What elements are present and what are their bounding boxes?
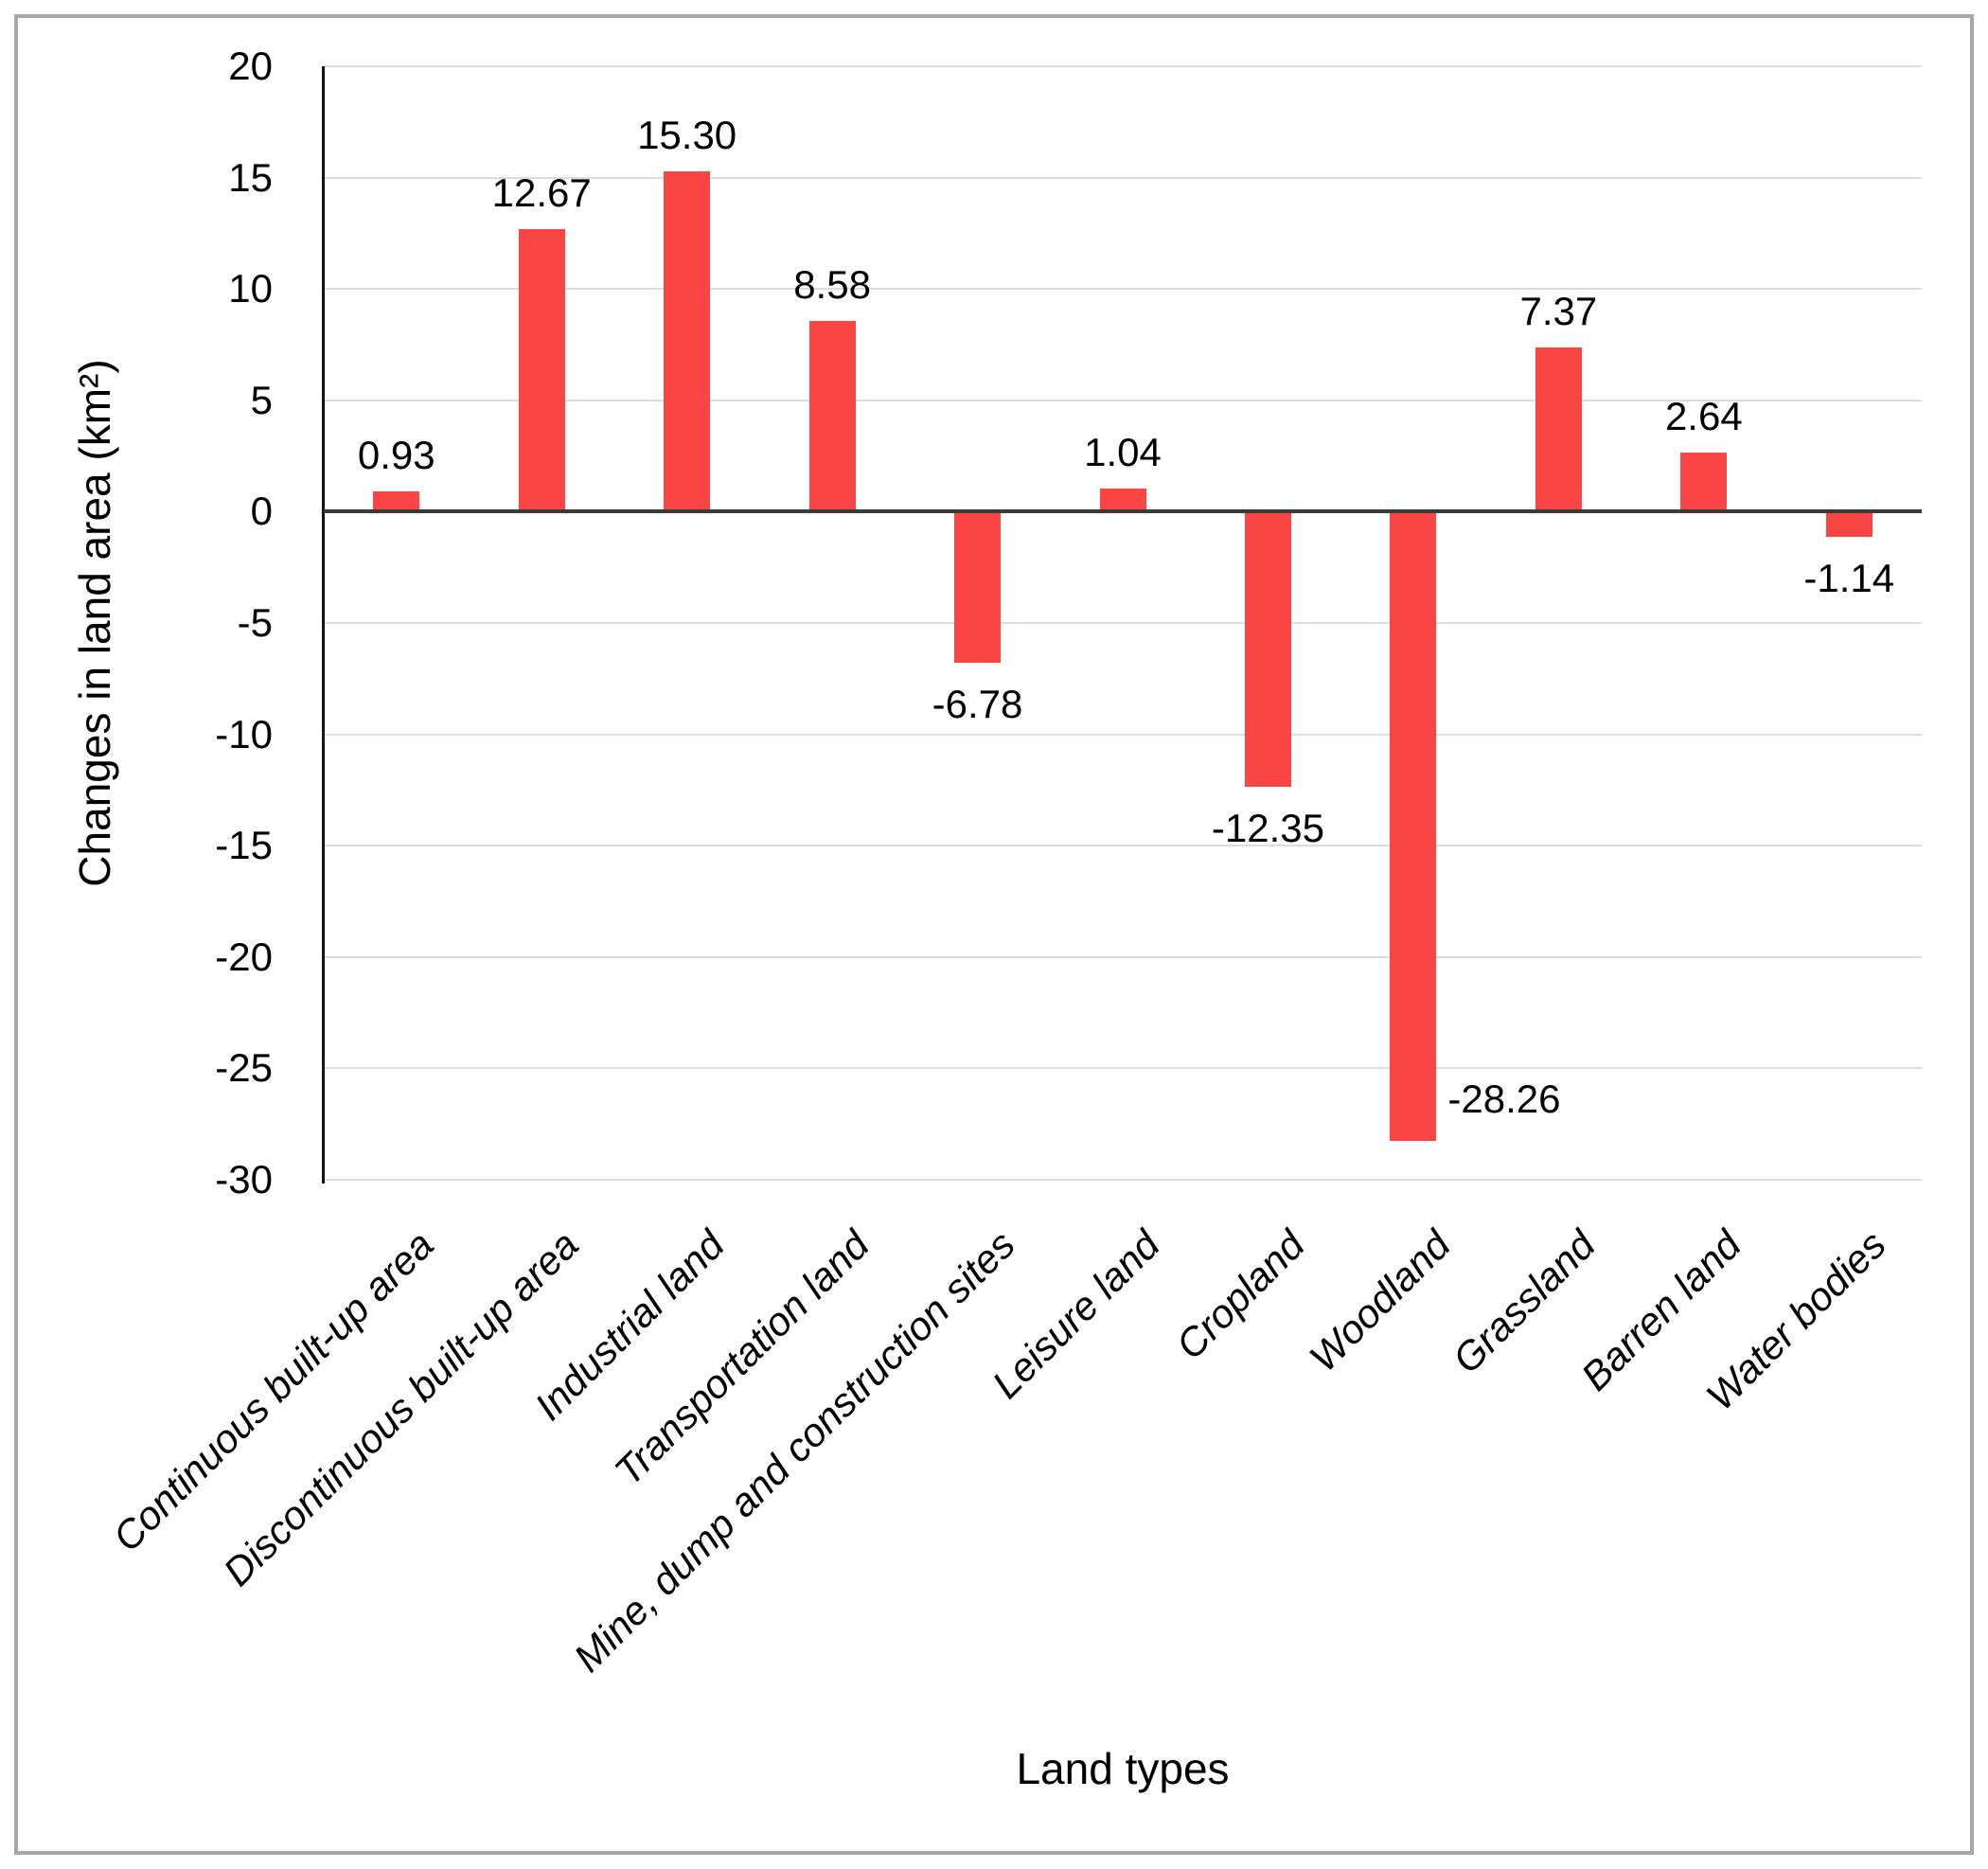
y-tick-label-20: 20 [228, 44, 273, 88]
y-axis-line [322, 66, 325, 1184]
bar-cropland [1244, 513, 1291, 787]
data-label-transportation-land: 8.58 [793, 261, 871, 307]
data-label-grassland: 7.37 [1519, 289, 1598, 334]
chart-frame [14, 14, 1974, 1855]
y-gridline [324, 622, 1922, 624]
y-gridline [324, 399, 1922, 401]
data-label-cropland: -12.35 [1211, 805, 1324, 850]
data-label-mine-dump-and-construction-sites: -6.78 [932, 681, 1023, 726]
data-label-water-bodies: -1.14 [1803, 556, 1895, 601]
y-tick-label-10: 10 [228, 266, 273, 312]
data-label-woodland: -28.26 [1447, 1077, 1561, 1122]
bar-barren-land [1680, 453, 1728, 512]
zero-baseline [324, 509, 1922, 514]
y-gridline [324, 733, 1922, 736]
y-tick-label-0: 0 [250, 489, 273, 534]
y-gridline [324, 176, 1922, 179]
bar-industrial-land [664, 170, 711, 512]
bar-leisure-land [1099, 488, 1146, 512]
y-gridline [324, 955, 1922, 958]
y-gridline [324, 845, 1922, 847]
y-tick-label--30: -30 [215, 1157, 273, 1202]
bar-water-bodies [1825, 513, 1873, 538]
data-label-continuous-built-up-area: 0.93 [357, 432, 435, 477]
bar-transportation-land [808, 320, 856, 512]
x-axis-title: Land types [1016, 1744, 1230, 1793]
y-tick-label--20: -20 [215, 934, 273, 979]
bar-grassland [1535, 347, 1582, 512]
y-tick-label--5: -5 [237, 600, 273, 645]
y-gridline [324, 65, 1922, 67]
bar-woodland [1390, 513, 1437, 1142]
data-label-leisure-land: 1.04 [1084, 429, 1162, 474]
bar-continuous-built-up-area [373, 490, 420, 512]
y-tick-label--15: -15 [215, 823, 273, 868]
y-tick-label-15: 15 [228, 154, 273, 200]
data-label-discontinuous-built-up-area: 12.67 [491, 170, 592, 216]
y-tick-label--25: -25 [215, 1045, 273, 1091]
bar-mine-dump-and-construction-sites [954, 513, 1002, 663]
y-tick-label--10: -10 [215, 711, 273, 756]
y-gridline [324, 288, 1922, 291]
data-label-industrial-land: 15.30 [637, 112, 737, 157]
y-tick-label-5: 5 [250, 377, 273, 422]
data-label-barren-land: 2.64 [1664, 394, 1743, 439]
bar-discontinuous-built-up-area [518, 229, 565, 512]
y-gridline [324, 1067, 1922, 1070]
y-gridline [324, 1179, 1922, 1181]
